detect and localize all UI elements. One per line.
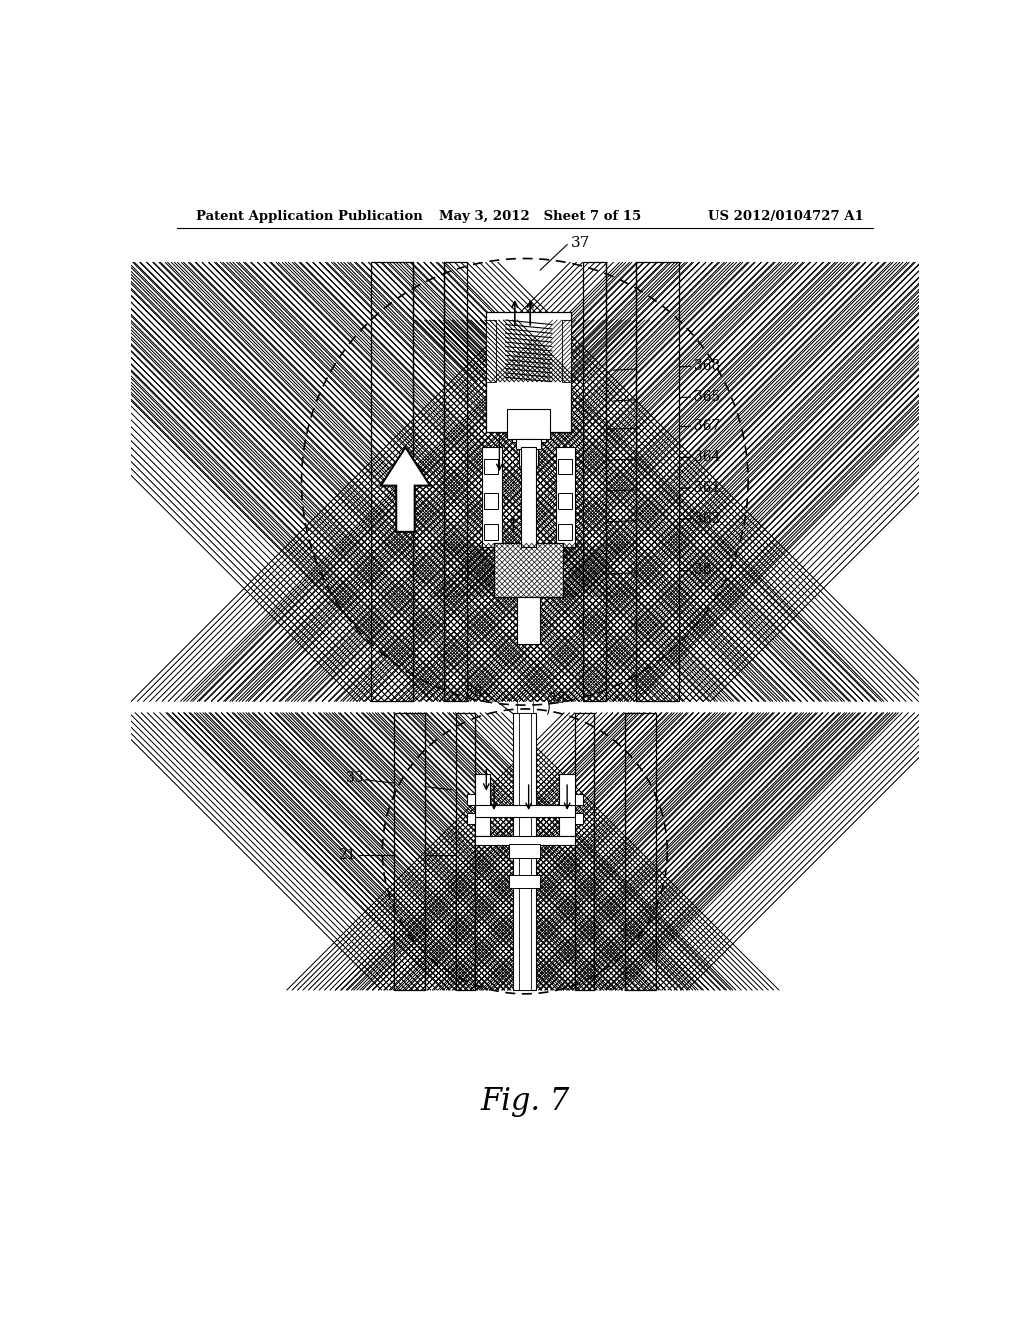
Text: 37: 37 (571, 236, 590, 249)
Bar (475, 775, 490, 836)
Text: 368: 368 (694, 359, 721, 374)
Text: 364: 364 (694, 450, 721, 465)
Bar (509, 843, 541, 858)
Text: US 2012/0104727 A1: US 2012/0104727 A1 (708, 210, 864, 223)
Bar (574, 793, 583, 805)
Bar (556, 447, 574, 548)
Bar (475, 836, 574, 845)
Text: 21: 21 (338, 849, 355, 862)
Bar (512, 428, 546, 442)
Text: 38: 38 (548, 692, 565, 706)
Text: 367: 367 (694, 420, 721, 433)
Text: 33: 33 (346, 771, 364, 785)
Bar (467, 263, 583, 701)
Text: Fig. 7: Fig. 7 (480, 1086, 569, 1117)
Bar (583, 263, 605, 701)
Bar (519, 432, 538, 466)
Bar (516, 440, 541, 449)
Bar (413, 263, 444, 701)
Bar (444, 263, 467, 701)
Bar (494, 544, 563, 597)
Bar (425, 713, 456, 990)
Bar (467, 813, 475, 825)
Text: May 3, 2012   Sheet 7 of 15: May 3, 2012 Sheet 7 of 15 (438, 210, 641, 223)
Bar (562, 321, 571, 381)
Bar (625, 713, 655, 990)
Bar (467, 793, 475, 805)
Bar (574, 713, 594, 990)
Bar (486, 313, 571, 432)
Bar (482, 447, 502, 548)
Text: 38: 38 (694, 564, 712, 577)
Text: 362: 362 (694, 512, 721, 525)
Polygon shape (381, 447, 430, 532)
Text: 365: 365 (694, 391, 721, 404)
Text: 361: 361 (694, 480, 721, 495)
Text: 38: 38 (465, 685, 482, 700)
Bar (558, 459, 571, 474)
Bar (484, 459, 498, 474)
Bar (558, 524, 571, 540)
Bar (513, 713, 537, 990)
Bar (484, 494, 498, 508)
Bar (637, 263, 679, 701)
Bar (484, 524, 498, 540)
Bar (486, 321, 496, 381)
Bar (517, 597, 541, 644)
Bar (456, 713, 475, 990)
Bar (521, 447, 537, 548)
Text: Patent Application Publication: Patent Application Publication (196, 210, 423, 223)
Bar (394, 713, 425, 990)
Bar (605, 263, 637, 701)
Bar (518, 713, 531, 990)
Bar (475, 713, 574, 990)
Bar (594, 713, 625, 990)
Bar (559, 775, 574, 836)
Bar (558, 494, 571, 508)
Bar (509, 874, 541, 888)
Bar (574, 813, 583, 825)
Bar (507, 409, 550, 440)
Bar (371, 263, 413, 701)
Bar (475, 805, 574, 817)
